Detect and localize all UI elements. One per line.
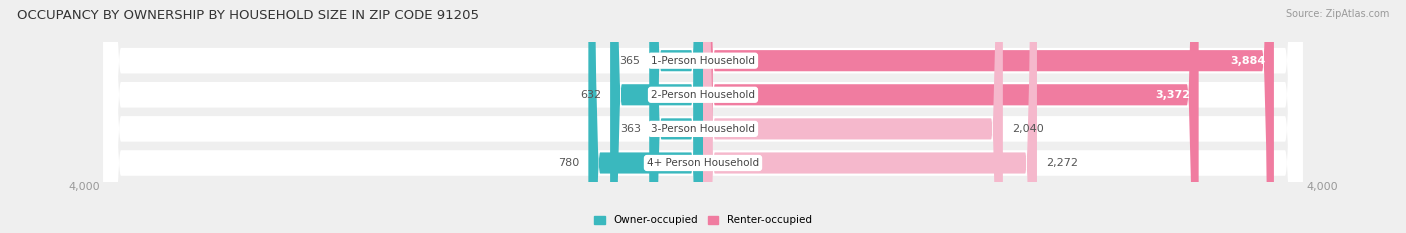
FancyBboxPatch shape: [103, 0, 1303, 233]
Text: 2,272: 2,272: [1046, 158, 1078, 168]
FancyBboxPatch shape: [588, 0, 703, 233]
Text: 2,040: 2,040: [1012, 124, 1043, 134]
Text: 4+ Person Household: 4+ Person Household: [647, 158, 759, 168]
Text: Source: ZipAtlas.com: Source: ZipAtlas.com: [1285, 9, 1389, 19]
Text: 2-Person Household: 2-Person Household: [651, 90, 755, 100]
FancyBboxPatch shape: [103, 0, 1303, 233]
Text: 3,372: 3,372: [1154, 90, 1189, 100]
Text: 3,884: 3,884: [1230, 56, 1265, 66]
Text: OCCUPANCY BY OWNERSHIP BY HOUSEHOLD SIZE IN ZIP CODE 91205: OCCUPANCY BY OWNERSHIP BY HOUSEHOLD SIZE…: [17, 9, 479, 22]
FancyBboxPatch shape: [103, 0, 1303, 233]
Text: 780: 780: [558, 158, 579, 168]
FancyBboxPatch shape: [703, 0, 1038, 233]
FancyBboxPatch shape: [103, 0, 1303, 233]
Text: 363: 363: [620, 124, 641, 134]
FancyBboxPatch shape: [650, 0, 703, 233]
FancyBboxPatch shape: [610, 0, 703, 233]
Text: 632: 632: [581, 90, 602, 100]
FancyBboxPatch shape: [703, 0, 1002, 233]
Text: 365: 365: [620, 56, 641, 66]
FancyBboxPatch shape: [650, 0, 703, 233]
Text: 1-Person Household: 1-Person Household: [651, 56, 755, 66]
Text: 4,000: 4,000: [1306, 182, 1339, 192]
Text: 4,000: 4,000: [67, 182, 100, 192]
FancyBboxPatch shape: [703, 0, 1199, 233]
FancyBboxPatch shape: [703, 0, 1274, 233]
Legend: Owner-occupied, Renter-occupied: Owner-occupied, Renter-occupied: [591, 211, 815, 230]
Text: 3-Person Household: 3-Person Household: [651, 124, 755, 134]
